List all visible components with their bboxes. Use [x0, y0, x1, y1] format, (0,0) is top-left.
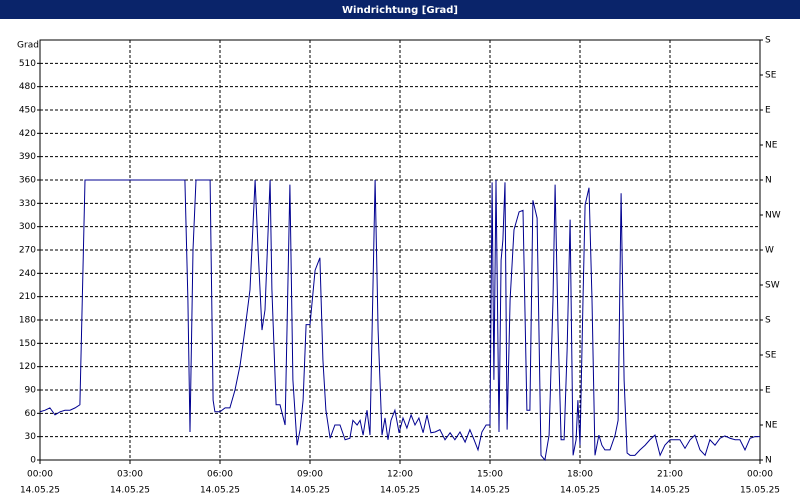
x-tick-label: 18:00 — [567, 470, 593, 480]
y2-tick-label: N — [765, 456, 772, 466]
x-tick-label: 09:00 — [297, 470, 323, 480]
x-tick-label: 03:00 — [117, 470, 143, 480]
y-tick-label: 210 — [19, 292, 36, 302]
y2-tick-label: NE — [765, 421, 778, 431]
y-tick-label: 0 — [30, 456, 36, 466]
x-tick-date: 15.05.25 — [740, 486, 780, 496]
y-tick-label: 450 — [19, 106, 36, 116]
y2-tick-label: S — [765, 36, 771, 46]
y2-tick-label: N — [765, 176, 772, 186]
y-axis-label: Grad — [17, 41, 39, 51]
x-tick-date: 14.05.25 — [470, 486, 510, 496]
x-tick-label: 15:00 — [477, 470, 503, 480]
x-tick-label: 21:00 — [657, 470, 683, 480]
chart-title: Windrichtung [Grad] — [342, 5, 458, 16]
x-tick-label: 00:00 — [747, 470, 773, 480]
y-tick-label: 120 — [19, 362, 36, 372]
y2-tick-label: NW — [765, 211, 781, 221]
x-tick-date: 14.05.25 — [290, 486, 330, 496]
title-bar — [0, 0, 800, 19]
y-tick-label: 330 — [19, 199, 36, 209]
y-tick-label: 390 — [19, 152, 36, 162]
y-tick-label: 360 — [19, 176, 36, 186]
x-tick-date: 14.05.25 — [200, 486, 240, 496]
y-tick-label: 510 — [19, 59, 36, 69]
y-tick-label: 270 — [19, 246, 36, 256]
y2-tick-label: SE — [765, 71, 777, 81]
y-tick-label: 180 — [19, 316, 36, 326]
y2-tick-label: SE — [765, 351, 777, 361]
x-tick-date: 14.05.25 — [560, 486, 600, 496]
y-tick-label: 60 — [25, 409, 37, 419]
x-tick-date: 14.05.25 — [380, 486, 420, 496]
x-tick-date: 14.05.25 — [650, 486, 690, 496]
y2-tick-label: S — [765, 316, 771, 326]
y-tick-label: 420 — [19, 129, 36, 139]
y-tick-label: 240 — [19, 269, 36, 279]
x-tick-label: 06:00 — [207, 470, 233, 480]
x-tick-label: 12:00 — [387, 470, 413, 480]
y2-tick-label: NE — [765, 141, 778, 151]
y-tick-label: 90 — [25, 386, 37, 396]
x-tick-date: 14.05.25 — [20, 486, 60, 496]
y-tick-label: 150 — [19, 339, 36, 349]
y-tick-label: 30 — [25, 432, 37, 442]
y-tick-label: 300 — [19, 222, 36, 232]
data-line — [39, 179, 760, 462]
y2-tick-label: E — [765, 106, 771, 116]
x-tick-date: 14.05.25 — [110, 486, 150, 496]
y2-tick-label: SW — [765, 281, 780, 291]
y2-tick-label: W — [765, 246, 774, 256]
y-tick-label: 480 — [19, 82, 36, 92]
y2-tick-label: E — [765, 386, 771, 396]
x-tick-label: 00:00 — [27, 470, 53, 480]
